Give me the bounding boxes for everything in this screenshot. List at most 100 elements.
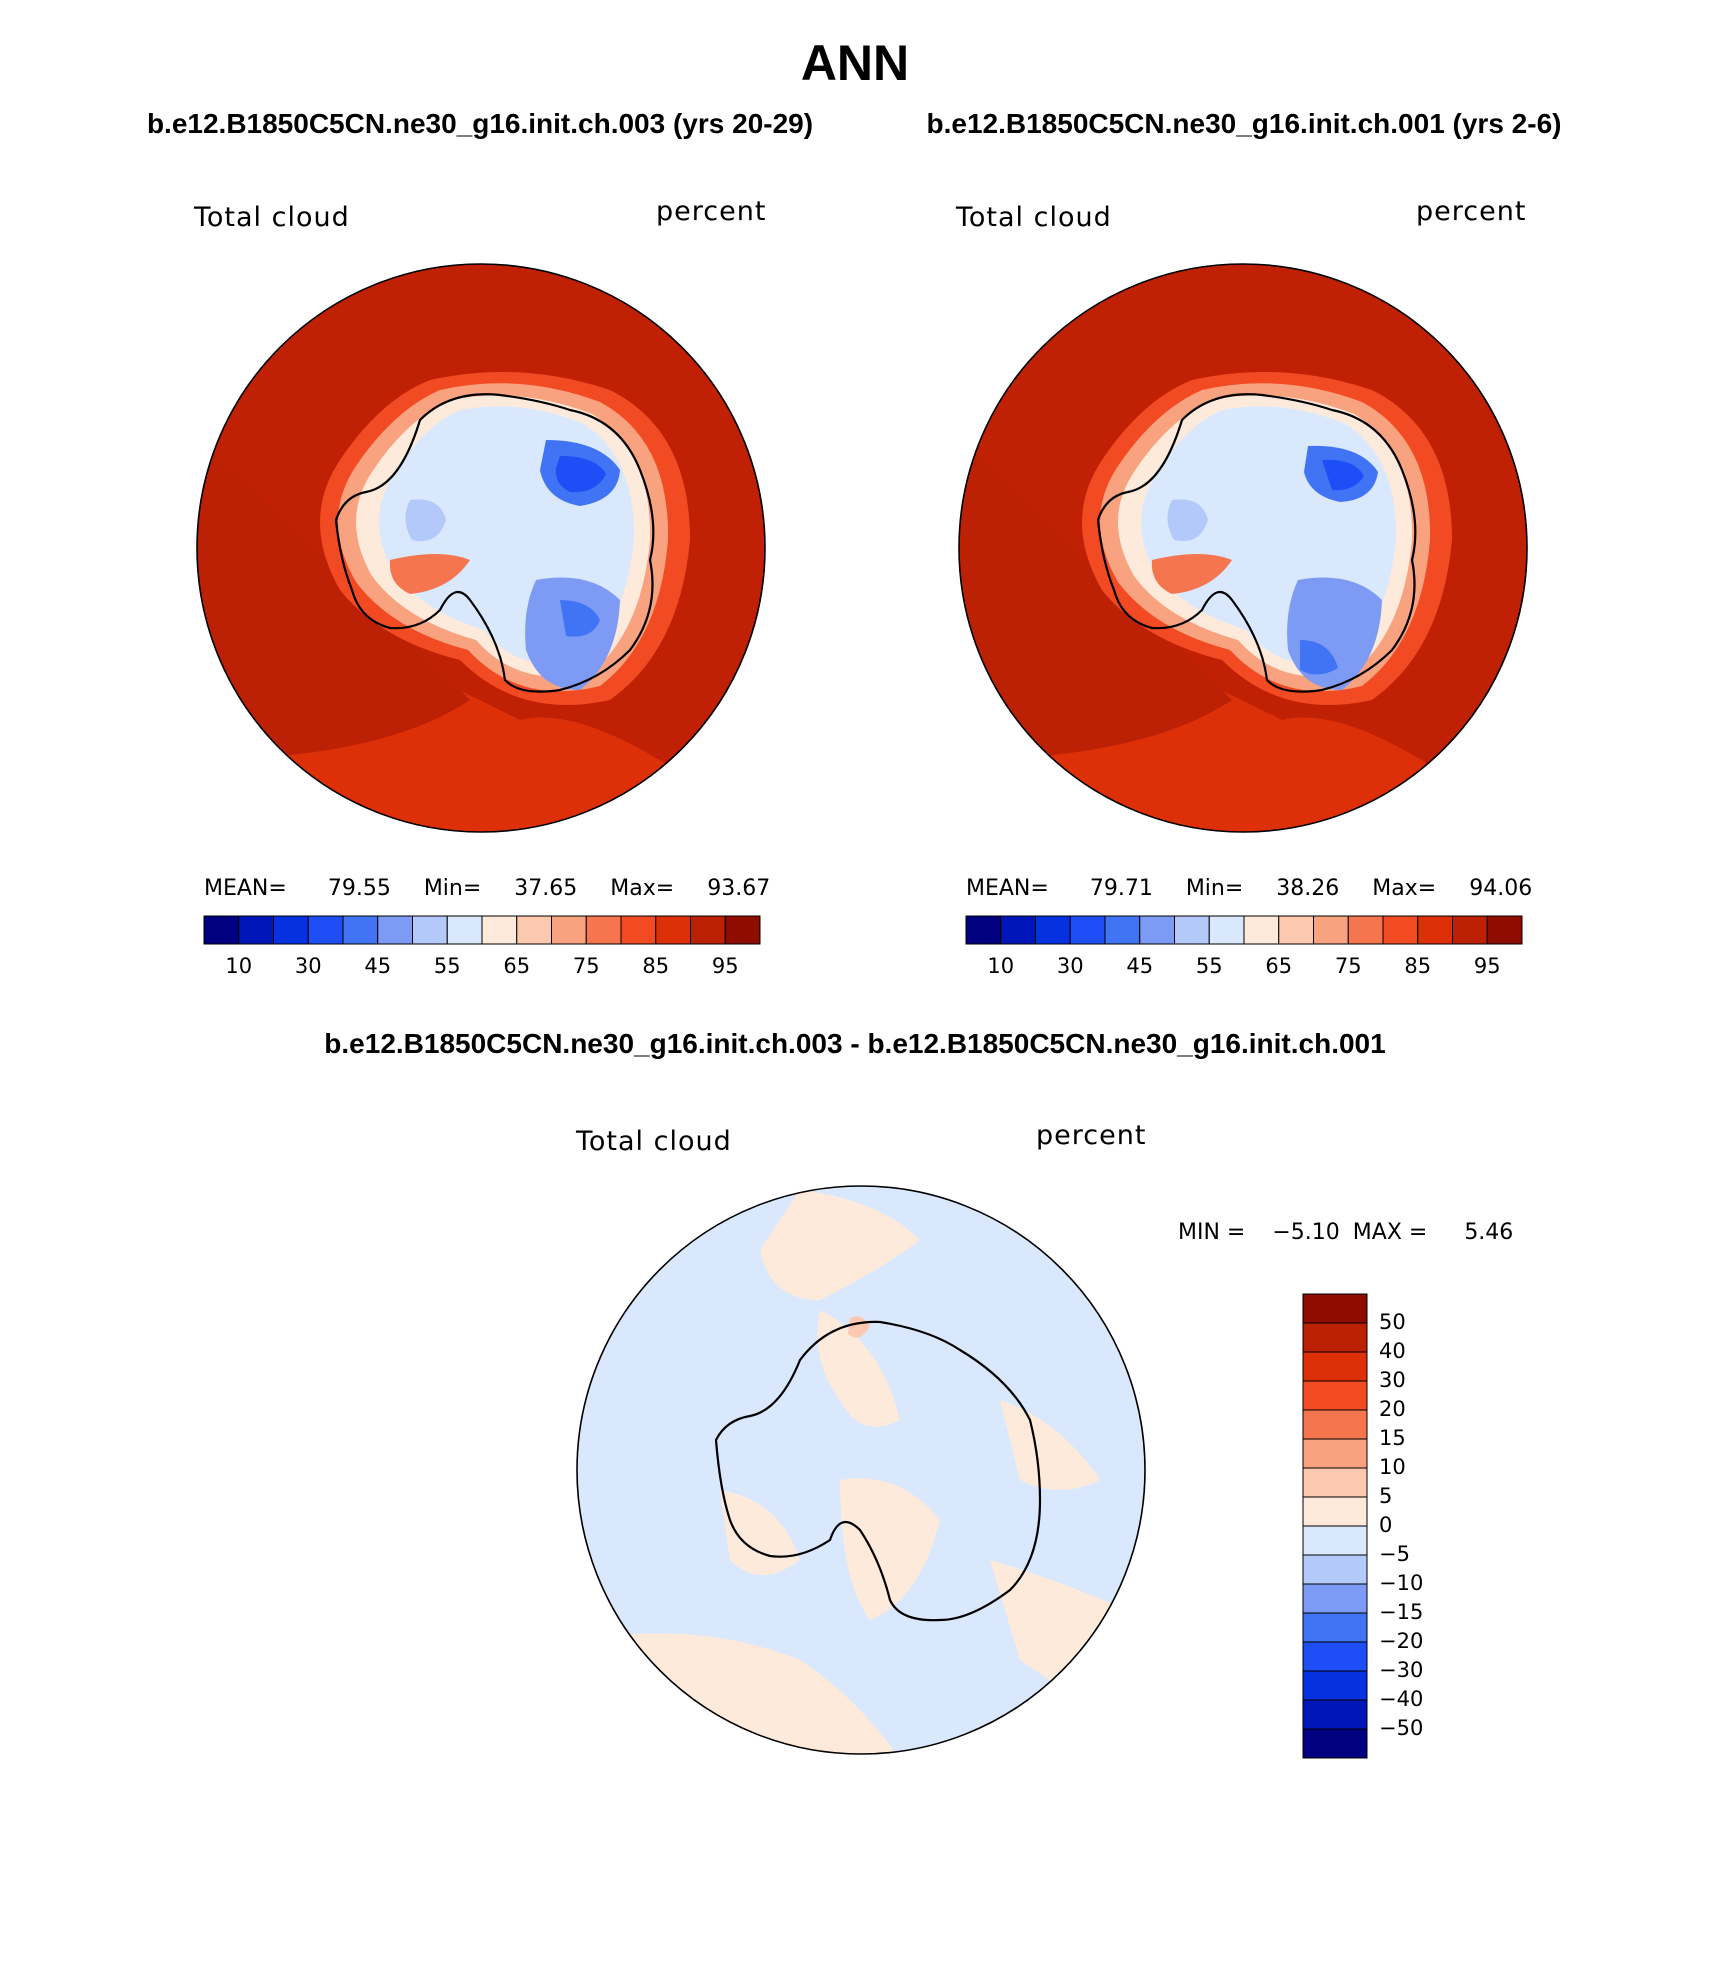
panel-1-mean-label: MEAN= bbox=[204, 876, 287, 901]
panel-2-map-border bbox=[958, 263, 1528, 833]
panel-2-mean-value: 79.71 bbox=[1089, 876, 1153, 901]
difference-colorbar-tick-label: 20 bbox=[1379, 1397, 1406, 1421]
panel-2-max-label: Max= bbox=[1372, 876, 1437, 901]
panel-2-colorbar-box bbox=[1417, 915, 1453, 945]
difference-title: b.e12.B1850C5CN.ne30_g16.init.ch.003 - b… bbox=[324, 1028, 1386, 1059]
difference-colorbar-box bbox=[1302, 1583, 1368, 1614]
difference-colorbar-tick-label: 0 bbox=[1379, 1513, 1393, 1537]
difference-colorbar-box bbox=[1302, 1554, 1368, 1585]
panel-1-colorbar-box bbox=[585, 915, 622, 945]
panel-2-colorbar-tick-label: 55 bbox=[1195, 954, 1223, 978]
panel-1-colorbar-box bbox=[655, 915, 691, 945]
panel-2-coastline bbox=[1096, 393, 1417, 693]
panel-1-min-value: 37.65 bbox=[514, 876, 578, 901]
difference-max-label: MAX = bbox=[1352, 1220, 1428, 1245]
difference-colorbar-tick-label: 15 bbox=[1379, 1426, 1406, 1450]
panel-2-colorbar-box bbox=[1243, 915, 1280, 945]
panel-1-colorbar-box bbox=[446, 915, 483, 945]
panel-1-colorbar-box bbox=[412, 915, 448, 945]
panel-2-colorbar-box bbox=[1486, 915, 1523, 945]
panel-1-colorbar-box bbox=[481, 915, 518, 945]
difference-colorbar-tick-label: −5 bbox=[1379, 1542, 1410, 1566]
panel-1-colorbar-tick-label: 45 bbox=[364, 954, 392, 978]
panel-1-case-title: b.e12.B1850C5CN.ne30_g16.init.ch.003 (yr… bbox=[146, 108, 814, 139]
panel-2-colorbar-tick-label: 95 bbox=[1473, 954, 1501, 978]
difference-colorbar-tick-label: −15 bbox=[1379, 1600, 1424, 1624]
difference-variable-label: Total cloud bbox=[576, 1126, 732, 1157]
panel-1-stats: MEAN= 79.55 Min= 37.65 Max= 93.67 bbox=[204, 876, 770, 901]
panel-2-colorbar-box bbox=[1035, 915, 1071, 945]
difference-max-value: 5.46 bbox=[1464, 1220, 1514, 1245]
panel-1-map bbox=[196, 263, 766, 833]
panel-1-colorbar bbox=[203, 915, 761, 945]
difference-colorbar-tick-label: 10 bbox=[1379, 1455, 1406, 1479]
panel-2-colorbar-tick-label: 10 bbox=[987, 954, 1015, 978]
difference-map bbox=[576, 1185, 1146, 1755]
panel-1-colorbar-box bbox=[620, 915, 657, 945]
difference-colorbar bbox=[1302, 1293, 1368, 1759]
panel-1-max-label: Max= bbox=[610, 876, 675, 901]
panel-2-stats: MEAN= 79.71 Min= 38.26 Max= 94.06 bbox=[966, 876, 1532, 901]
panel-2-colorbar-tick-label: 75 bbox=[1334, 954, 1362, 978]
difference-colorbar-box bbox=[1302, 1728, 1368, 1759]
panel-1-colorbar-box bbox=[273, 915, 309, 945]
panel-2-mean-label: MEAN= bbox=[966, 876, 1049, 901]
panel-2-colorbar-box bbox=[1104, 915, 1141, 945]
panel-1-colorbar-box bbox=[690, 915, 726, 945]
difference-colorbar-box bbox=[1302, 1699, 1368, 1730]
panel-1-mean-value: 79.55 bbox=[327, 876, 391, 901]
panel-1-colorbar-tick-label: 55 bbox=[433, 954, 461, 978]
panel-1-colorbar-box bbox=[516, 915, 552, 945]
panel-1-variable-label: Total cloud bbox=[194, 202, 350, 233]
difference-colorbar-tick-label: 40 bbox=[1379, 1339, 1406, 1363]
panel-1-map-border bbox=[196, 263, 766, 833]
difference-min-value: −5.10 bbox=[1272, 1220, 1340, 1245]
difference-colorbar-tick-label: −10 bbox=[1379, 1571, 1424, 1595]
difference-colorbar-tick-label: −30 bbox=[1379, 1658, 1424, 1682]
difference-stats: MIN = −5.10 MAX = 5.46 bbox=[1178, 1220, 1513, 1245]
panel-2-colorbar-box bbox=[1452, 915, 1488, 945]
panel-1-colorbar-box bbox=[342, 915, 379, 945]
panel-1-colorbar-tick-label: 95 bbox=[711, 954, 739, 978]
panel-1-colorbar-box bbox=[203, 915, 240, 945]
difference-colorbar-box bbox=[1302, 1409, 1368, 1440]
difference-colorbar-tick-label: −50 bbox=[1379, 1716, 1424, 1740]
panel-2-max-value: 94.06 bbox=[1469, 876, 1533, 901]
panel-2-colorbar-box bbox=[1313, 915, 1349, 945]
panel-2-map bbox=[958, 263, 1528, 833]
panel-1-units-label: percent bbox=[656, 196, 767, 227]
panel-2-colorbar-box bbox=[1069, 915, 1106, 945]
panel-1-colorbar-box bbox=[238, 915, 274, 945]
difference-colorbar-box bbox=[1302, 1496, 1368, 1527]
panel-2-colorbar-box bbox=[1174, 915, 1210, 945]
panel-2-min-value: 38.26 bbox=[1276, 876, 1340, 901]
difference-colorbar-box bbox=[1302, 1351, 1368, 1382]
panel-2-colorbar bbox=[965, 915, 1523, 945]
panel-2-min-label: Min= bbox=[1185, 876, 1244, 901]
difference-min-label: MIN = bbox=[1178, 1220, 1246, 1245]
difference-colorbar-tick-label: 5 bbox=[1379, 1484, 1393, 1508]
difference-colorbar-box bbox=[1302, 1641, 1368, 1672]
panel-1-colorbar-tick-label: 65 bbox=[503, 954, 531, 978]
panel-2-colorbar-tick-label: 30 bbox=[1056, 954, 1084, 978]
difference-colorbar-tick-label: 30 bbox=[1379, 1368, 1406, 1392]
difference-units-label: percent bbox=[1036, 1120, 1147, 1151]
difference-colorbar-box bbox=[1302, 1293, 1368, 1324]
difference-colorbar-tick-label: −20 bbox=[1379, 1629, 1424, 1653]
difference-map-border bbox=[576, 1185, 1146, 1755]
difference-colorbar-box bbox=[1302, 1438, 1368, 1469]
panel-1-colorbar-tick-label: 75 bbox=[572, 954, 600, 978]
panel-1-coastline bbox=[334, 393, 655, 693]
difference-colorbar-tick-label: −40 bbox=[1379, 1687, 1424, 1711]
panel-1-colorbar-box bbox=[551, 915, 587, 945]
panel-1-colorbar-tick-label: 85 bbox=[642, 954, 670, 978]
panel-2-colorbar-box bbox=[1347, 915, 1384, 945]
panel-2-colorbar-box bbox=[1278, 915, 1314, 945]
difference-coastline bbox=[714, 1320, 1042, 1622]
panel-2-colorbar-box bbox=[1208, 915, 1245, 945]
difference-colorbar-tick-label: 50 bbox=[1379, 1310, 1406, 1334]
panel-1-colorbar-box bbox=[307, 915, 344, 945]
panel-2-colorbar-box bbox=[965, 915, 1002, 945]
panel-2-colorbar-box bbox=[1139, 915, 1175, 945]
